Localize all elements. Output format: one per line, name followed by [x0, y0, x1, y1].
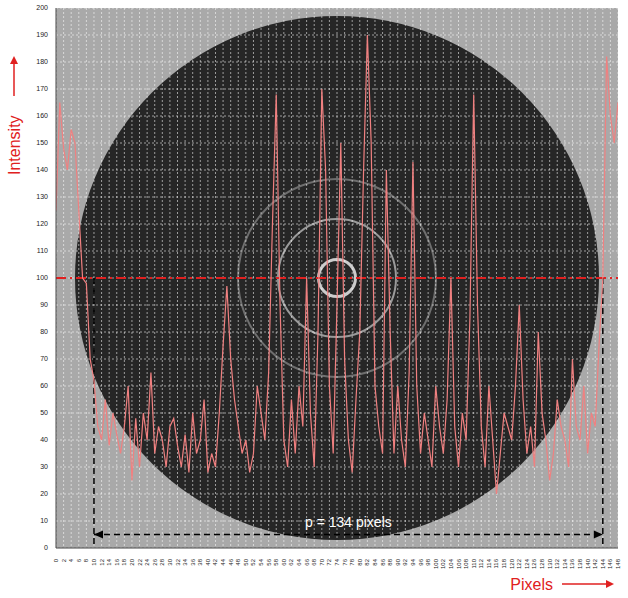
svg-text:108: 108 — [463, 558, 469, 569]
svg-text:114: 114 — [486, 558, 492, 568]
svg-text:118: 118 — [501, 558, 507, 568]
svg-text:124: 124 — [524, 558, 530, 569]
svg-text:120: 120 — [36, 220, 48, 227]
svg-text:134: 134 — [562, 558, 568, 569]
svg-text:56: 56 — [266, 558, 272, 565]
svg-text:122: 122 — [516, 558, 522, 569]
svg-text:64: 64 — [296, 558, 302, 565]
svg-text:14: 14 — [106, 558, 112, 565]
svg-text:180: 180 — [36, 58, 48, 65]
svg-text:78: 78 — [349, 558, 355, 565]
svg-text:170: 170 — [36, 85, 48, 92]
svg-text:110: 110 — [37, 247, 48, 254]
svg-text:74: 74 — [334, 558, 340, 565]
svg-text:88: 88 — [387, 558, 393, 565]
svg-text:84: 84 — [372, 558, 378, 565]
svg-text:94: 94 — [410, 558, 416, 565]
svg-text:80: 80 — [357, 558, 363, 565]
svg-text:148: 148 — [615, 558, 621, 569]
svg-text:190: 190 — [36, 31, 48, 38]
svg-text:136: 136 — [569, 558, 575, 569]
svg-text:20: 20 — [40, 490, 48, 497]
svg-text:0: 0 — [53, 558, 59, 562]
svg-text:24: 24 — [144, 558, 150, 565]
svg-text:62: 62 — [288, 558, 294, 565]
svg-text:18: 18 — [121, 558, 127, 565]
svg-text:82: 82 — [364, 558, 370, 565]
svg-text:32: 32 — [175, 558, 181, 565]
svg-text:40: 40 — [205, 558, 211, 565]
svg-text:34: 34 — [182, 558, 188, 565]
svg-text:28: 28 — [159, 558, 165, 565]
svg-text:2: 2 — [61, 558, 67, 562]
svg-text:120: 120 — [509, 558, 515, 569]
svg-text:90: 90 — [40, 301, 48, 308]
svg-text:86: 86 — [380, 558, 386, 565]
svg-text:126: 126 — [531, 558, 537, 569]
svg-text:0: 0 — [44, 544, 48, 551]
svg-text:110: 110 — [471, 558, 477, 568]
svg-text:68: 68 — [311, 558, 317, 565]
svg-text:36: 36 — [190, 558, 196, 565]
svg-text:46: 46 — [228, 558, 234, 565]
svg-text:144: 144 — [600, 558, 606, 569]
svg-text:106: 106 — [456, 558, 462, 569]
svg-text:130: 130 — [547, 558, 553, 569]
svg-text:146: 146 — [607, 558, 613, 569]
svg-text:142: 142 — [592, 558, 598, 569]
svg-text:10: 10 — [91, 558, 97, 565]
svg-text:140: 140 — [585, 558, 591, 569]
svg-text:130: 130 — [36, 193, 48, 200]
svg-text:160: 160 — [36, 112, 48, 119]
svg-text:12: 12 — [99, 558, 105, 565]
svg-text:Pixels: Pixels — [510, 576, 553, 593]
svg-text:8: 8 — [83, 558, 89, 562]
svg-text:104: 104 — [448, 558, 454, 569]
svg-text:128: 128 — [539, 558, 545, 569]
svg-text:52: 52 — [250, 558, 256, 565]
svg-text:22: 22 — [137, 558, 143, 565]
svg-text:150: 150 — [36, 139, 48, 146]
svg-text:38: 38 — [197, 558, 203, 565]
svg-text:102: 102 — [440, 558, 446, 569]
svg-text:138: 138 — [577, 558, 583, 569]
svg-text:54: 54 — [258, 558, 264, 565]
svg-text:40: 40 — [40, 436, 48, 443]
svg-text:100: 100 — [433, 558, 439, 569]
svg-text:76: 76 — [342, 558, 348, 565]
svg-text:42: 42 — [212, 558, 218, 565]
svg-text:70: 70 — [319, 558, 325, 565]
svg-text:60: 60 — [40, 382, 48, 389]
svg-text:30: 30 — [40, 463, 48, 470]
svg-text:92: 92 — [402, 558, 408, 565]
svg-text:80: 80 — [40, 328, 48, 335]
svg-text:66: 66 — [304, 558, 310, 565]
svg-text:50: 50 — [243, 558, 249, 565]
svg-text:140: 140 — [36, 166, 48, 173]
svg-text:200: 200 — [36, 4, 48, 11]
svg-text:90: 90 — [395, 558, 401, 565]
svg-text:50: 50 — [40, 409, 48, 416]
svg-text:44: 44 — [220, 558, 226, 565]
svg-text:70: 70 — [40, 355, 48, 362]
svg-text:96: 96 — [418, 558, 424, 565]
svg-text:6: 6 — [76, 558, 82, 562]
svg-text:112: 112 — [478, 558, 484, 568]
svg-text:48: 48 — [235, 558, 241, 565]
svg-text:p = 134 pixels: p = 134 pixels — [305, 514, 392, 530]
svg-text:132: 132 — [554, 558, 560, 569]
svg-text:72: 72 — [326, 558, 332, 565]
svg-text:100: 100 — [36, 274, 48, 281]
svg-text:26: 26 — [152, 558, 158, 565]
svg-text:60: 60 — [281, 558, 287, 565]
svg-text:98: 98 — [425, 558, 431, 565]
svg-text:116: 116 — [493, 558, 499, 568]
svg-text:58: 58 — [273, 558, 279, 565]
svg-text:16: 16 — [114, 558, 120, 565]
svg-text:Intensity: Intensity — [6, 115, 23, 175]
svg-text:4: 4 — [68, 558, 74, 562]
svg-text:30: 30 — [167, 558, 173, 565]
svg-text:20: 20 — [129, 558, 135, 565]
svg-text:10: 10 — [40, 517, 48, 524]
